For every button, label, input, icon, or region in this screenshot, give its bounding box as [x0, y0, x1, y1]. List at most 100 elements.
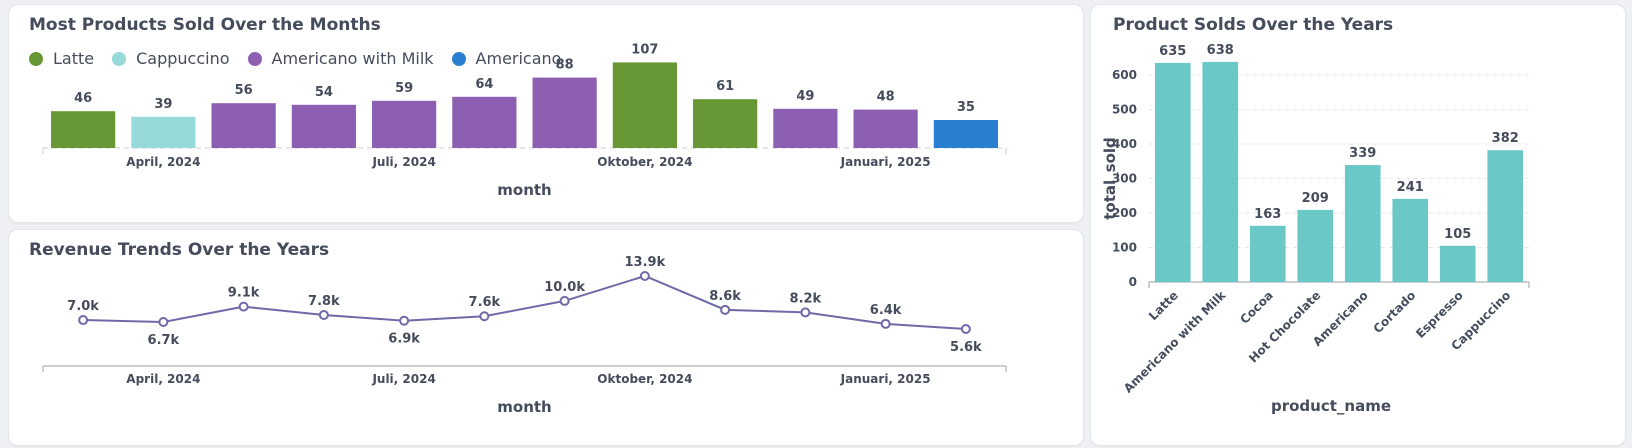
bar-value-label: 56	[235, 83, 253, 98]
bar-value-label: 638	[1207, 43, 1234, 58]
x-tick-label: April, 2024	[126, 155, 200, 169]
bar-value-label: 339	[1349, 146, 1376, 161]
point-value-label: 7.8k	[308, 294, 340, 309]
revenue-trends-card: Revenue Trends Over the Years 7.0k 6.7k 9.…	[8, 229, 1084, 446]
bar	[693, 99, 758, 148]
point-value-label: 9.1k	[228, 286, 260, 301]
legend-swatch	[247, 51, 262, 66]
chart-title: Most Products Sold Over the Months	[29, 15, 381, 35]
legend-label: Americano	[475, 49, 562, 68]
monthly-products-bar-chart: 46 39 56 54 59 64 88 107 61 49 48 35 April, 2024 Juli…	[42, 42, 1007, 199]
chart-title: Revenue Trends Over the Years	[29, 240, 330, 260]
bar	[291, 104, 356, 148]
x-tick-label: Januari, 2025	[840, 372, 931, 386]
bar-value-label: 35	[957, 100, 975, 115]
data-point	[399, 315, 410, 326]
bar	[612, 62, 677, 148]
point-value-label: 8.6k	[709, 289, 741, 304]
legend-label: Americano with Milk	[271, 49, 434, 68]
legend-label: Cappuccino	[136, 49, 230, 68]
bar-value-label: 49	[796, 89, 814, 104]
legend-item[interactable]: Cappuccino	[112, 49, 230, 68]
legend-swatch	[112, 51, 127, 66]
bar-value-label: 105	[1444, 227, 1471, 242]
point-value-label: 7.0k	[67, 299, 99, 314]
x-axis-title: product_name	[1271, 397, 1391, 415]
y-tick-label: 400	[1112, 137, 1137, 151]
x-axis-title: month	[497, 181, 551, 199]
legend-label: Latte	[53, 49, 95, 68]
products-sold-bar-chart: 0100200300400500600635Latte638Americano …	[1101, 43, 1530, 415]
legend-item[interactable]: Americano with Milk	[247, 49, 434, 68]
point-value-label: 6.4k	[870, 303, 902, 318]
bar	[1344, 165, 1381, 282]
revenue-line-chart: 7.0k 6.7k 9.1k 7.8k 6.9k 7.6k 10.0k 13.9k 8.6k 8.…	[42, 255, 1007, 416]
bar-value-label: 88	[556, 58, 574, 73]
bar-value-label: 64	[475, 77, 493, 92]
point-value-label: 7.6k	[469, 295, 501, 310]
bar-value-label: 46	[74, 91, 92, 106]
x-tick-label: Oktober, 2024	[597, 155, 692, 169]
products-sold-card: Product Solds Over the Years 0 100 200 300 4…	[1090, 4, 1626, 446]
data-point	[960, 324, 971, 334]
point-value-label: 5.6k	[950, 340, 982, 355]
x-tick-label: Januari, 2025	[840, 155, 931, 169]
point-value-label: 6.9k	[388, 332, 420, 347]
bar	[1392, 198, 1429, 282]
bar-value-label: 107	[631, 42, 658, 57]
data-point	[639, 271, 650, 281]
bar-value-label: 209	[1302, 191, 1329, 206]
bar	[1202, 61, 1239, 282]
bar	[372, 100, 437, 148]
data-point	[158, 316, 169, 327]
point-value-label: 6.7k	[148, 333, 180, 348]
data-point	[318, 309, 329, 320]
point-value-label: 8.2k	[790, 291, 822, 306]
bar-value-label: 48	[877, 90, 895, 105]
y-tick-label: 300	[1112, 172, 1137, 186]
x-tick-label: Latte	[1146, 288, 1181, 323]
y-tick-label: 200	[1112, 206, 1137, 220]
chart-title: Product Solds Over the Years	[1113, 15, 1394, 35]
point-value-label: 10.0k	[544, 280, 585, 295]
legend-swatch	[29, 51, 43, 66]
x-tick-label: April, 2024	[126, 372, 200, 386]
bar-value-label: 163	[1254, 207, 1281, 222]
series-line	[83, 274, 966, 330]
bar	[773, 108, 838, 148]
legend-item[interactable]: Latte	[29, 49, 94, 68]
y-tick-label: 600	[1112, 68, 1137, 82]
point-value-label: 13.9k	[625, 255, 666, 270]
bar-value-label: 54	[315, 85, 333, 100]
bar-value-label: 61	[716, 79, 734, 94]
data-point	[559, 295, 570, 306]
bar-value-label: 241	[1397, 180, 1424, 195]
x-tick-label: Oktober, 2024	[597, 372, 692, 386]
y-tick-label: 500	[1112, 103, 1137, 117]
y-tick-label: 0	[1129, 275, 1137, 289]
bar	[131, 116, 196, 148]
data-point	[78, 315, 89, 326]
data-point	[720, 304, 731, 315]
x-tick-label: Cocoa	[1237, 288, 1276, 327]
bar	[1154, 62, 1191, 282]
bar-value-label: 382	[1492, 131, 1519, 146]
legend-swatch	[451, 51, 466, 66]
bar-value-label: 59	[395, 81, 413, 96]
chart-legend: Latte Cappuccino Americano with Milk Americ…	[29, 49, 579, 68]
legend-item[interactable]: Americano	[451, 49, 562, 68]
data-point	[800, 307, 811, 318]
bar-value-label: 635	[1159, 44, 1186, 59]
bar	[211, 103, 276, 148]
y-axis-title: total_sold	[1101, 137, 1119, 220]
bar	[1297, 209, 1334, 282]
bar	[933, 120, 998, 148]
bar	[452, 96, 517, 148]
x-tick-label: Cortado	[1371, 288, 1419, 336]
data-point	[238, 301, 249, 312]
bar	[51, 111, 116, 148]
data-point	[479, 311, 490, 322]
bar	[1487, 150, 1524, 282]
x-tick-label: Juli, 2024	[371, 155, 435, 169]
monthly-products-card: Most Products Sold Over the Months Latte…	[8, 4, 1084, 223]
